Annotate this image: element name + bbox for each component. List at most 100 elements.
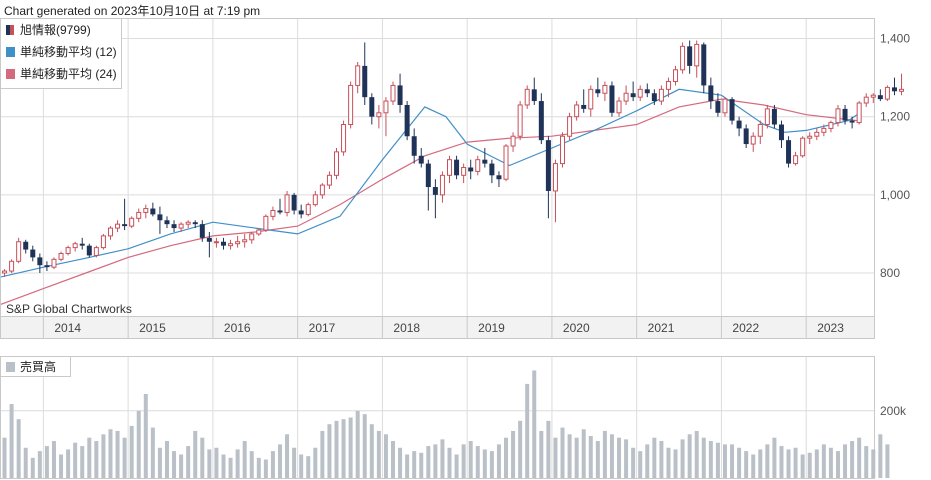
candle-body-down: [468, 167, 474, 172]
volume-bar: [362, 414, 367, 478]
candle-body-up: [673, 69, 679, 83]
candle-body-up: [574, 104, 580, 118]
candle-body-down: [630, 93, 636, 98]
candle-body-down: [220, 241, 226, 246]
volume-bar: [624, 439, 629, 478]
volume-bar: [313, 447, 318, 478]
volume-bar: [807, 452, 812, 478]
volume-bar: [23, 447, 28, 478]
candle-body-up: [58, 252, 64, 260]
volume-bar: [673, 449, 678, 478]
volume-bar: [546, 420, 551, 478]
volume-bar: [864, 446, 869, 478]
candle-body-down: [404, 104, 410, 137]
candle-body-down: [171, 224, 177, 229]
candle-body-up: [242, 239, 248, 243]
volume-bar: [292, 447, 297, 478]
x-tick-label: 2022: [732, 321, 759, 335]
candle-body-down: [687, 46, 693, 66]
volume-bar: [532, 370, 537, 478]
volume-bar: [87, 437, 92, 478]
volume-bar: [412, 451, 417, 478]
volume-bar: [680, 439, 685, 478]
legend-label-volume: 売買高: [20, 359, 56, 374]
candle-body-up: [333, 151, 339, 176]
candle-body-down: [37, 257, 43, 266]
volume-bar: [779, 446, 784, 478]
x-tick-label: 2018: [393, 321, 420, 335]
candle-body-up: [9, 260, 15, 272]
volume-bar: [652, 437, 657, 478]
candle-body-down: [199, 224, 205, 238]
volume-bar: [814, 449, 819, 478]
volume-bar: [256, 457, 261, 478]
volume-bar: [454, 454, 459, 478]
x-tick-label: 2015: [139, 321, 166, 335]
volume-bar: [609, 434, 614, 478]
blue-square-icon: [6, 47, 15, 57]
candle-body-down: [291, 194, 297, 211]
volume-bar: [59, 454, 64, 478]
candle-body-down: [644, 89, 650, 94]
volume-bar: [800, 454, 805, 478]
candle-body-up: [270, 209, 276, 217]
volume-bar: [885, 444, 890, 478]
volume-bar: [828, 447, 833, 478]
candle-body-up: [348, 84, 354, 126]
volume-bar: [157, 447, 162, 478]
volume-bar: [631, 447, 636, 478]
volume-bar: [715, 442, 720, 478]
candle-body-up: [750, 135, 756, 145]
volume-y-axis: 200k: [880, 404, 907, 418]
volume-bar: [327, 424, 332, 478]
volume-bar: [687, 434, 692, 478]
candle-body-up: [899, 88, 905, 92]
candle-body-up: [800, 137, 806, 157]
price-grid: [1, 19, 874, 316]
volume-bar: [122, 437, 127, 478]
candle-body-up: [793, 155, 799, 165]
volume-bar: [164, 441, 169, 478]
volume-bar: [708, 441, 713, 478]
volume-bar: [765, 444, 770, 478]
volume-bar: [737, 447, 742, 478]
candle-body-up: [305, 204, 311, 215]
candle-body-up: [284, 194, 290, 213]
candle-body-up: [143, 208, 149, 213]
candle-body-up: [828, 122, 834, 129]
candle-body-down: [715, 101, 721, 113]
volume-bar: [285, 434, 290, 478]
candle-body-up: [107, 227, 113, 237]
volume-bar: [30, 457, 35, 478]
candle-body-up: [658, 88, 664, 102]
volume-bar: [567, 434, 572, 478]
candle-body-down: [150, 208, 156, 215]
candle-body-up: [100, 235, 106, 249]
candle-body-up: [602, 84, 608, 94]
volume-bar: [496, 444, 501, 478]
candle-body-down: [482, 159, 488, 164]
candle-body-down: [23, 241, 29, 250]
volume-bar: [320, 430, 325, 478]
volume-bar: [51, 441, 56, 478]
volume-bar: [617, 437, 622, 478]
volume-bar: [270, 451, 275, 478]
candle-body-up: [637, 88, 643, 98]
volume-bar: [277, 444, 282, 478]
candle-body-up: [475, 159, 481, 172]
price-y-tick-label: 1,000: [880, 188, 910, 202]
volume-bar: [694, 430, 699, 478]
volume-bar: [136, 410, 141, 478]
candle-body-down: [581, 104, 587, 109]
pink-square-icon: [6, 69, 15, 79]
volume-bar: [9, 404, 14, 478]
x-tick-label: 2023: [817, 321, 844, 335]
volume-bar: [186, 446, 191, 478]
candle-body-up: [884, 86, 890, 100]
volume-bar: [857, 437, 862, 478]
x-tick-label: 2021: [648, 321, 675, 335]
ma24-line: [0, 98, 858, 305]
candle-body-up: [249, 233, 255, 241]
volume-bar: [405, 454, 410, 478]
candle-body-up: [665, 81, 671, 90]
